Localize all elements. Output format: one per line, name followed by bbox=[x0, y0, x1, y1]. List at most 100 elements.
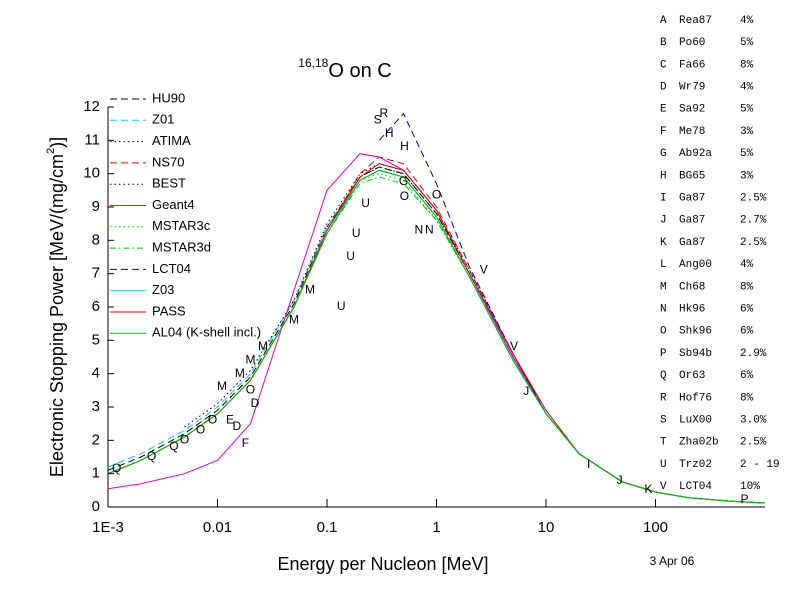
series-line bbox=[378, 112, 656, 493]
data-point: H bbox=[400, 139, 409, 153]
y-tick-label: 4 bbox=[92, 365, 100, 382]
data-point: O bbox=[208, 413, 217, 427]
data-point: Q bbox=[147, 449, 156, 463]
reference-name: Trz02 bbox=[679, 459, 712, 471]
reference-name: Zha02b bbox=[679, 437, 719, 449]
y-tick-label: 0 bbox=[92, 498, 100, 515]
legend-label: MSTAR3d bbox=[152, 240, 211, 255]
reference-name: Rea87 bbox=[679, 15, 712, 27]
y-tick-label: 12 bbox=[83, 98, 100, 115]
reference-letter: B bbox=[660, 37, 667, 49]
reference-error: 2.5% bbox=[740, 237, 767, 249]
reference-letter: N bbox=[660, 304, 667, 316]
reference-error: 10% bbox=[740, 481, 760, 493]
data-point: M bbox=[258, 339, 268, 353]
reference-name: Sa92 bbox=[679, 104, 705, 116]
reference-error: 8% bbox=[740, 281, 754, 293]
reference-letter: E bbox=[660, 104, 667, 116]
reference-error: 3% bbox=[740, 170, 754, 182]
data-point: U bbox=[337, 299, 346, 313]
data-point: J bbox=[523, 384, 529, 398]
y-label-end: )] bbox=[47, 137, 67, 148]
data-point: S bbox=[374, 113, 382, 127]
legend-label: LCT04 bbox=[152, 261, 191, 276]
legend-label: PASS bbox=[152, 303, 186, 318]
legend-label: NS70 bbox=[152, 154, 185, 169]
data-point: N bbox=[415, 223, 424, 237]
reference-letter: I bbox=[660, 193, 667, 205]
reference-name: Wr79 bbox=[679, 82, 705, 94]
reference-letter: J bbox=[660, 215, 667, 227]
reference-name: Ga87 bbox=[679, 215, 705, 227]
reference-letter: V bbox=[660, 481, 667, 493]
y-tick-label: 1 bbox=[92, 465, 100, 482]
data-point: M bbox=[235, 366, 245, 380]
x-tick-label: 0.1 bbox=[317, 519, 338, 536]
data-point: K bbox=[644, 482, 652, 496]
reference-error: 5% bbox=[740, 37, 754, 49]
reference-letter: C bbox=[660, 59, 667, 71]
reference-error: 4% bbox=[740, 15, 754, 27]
reference-letter: A bbox=[660, 15, 667, 27]
reference-error: 5% bbox=[740, 104, 754, 116]
chart-title: 16,18O on C bbox=[298, 56, 391, 82]
reference-error: 2.5% bbox=[740, 437, 767, 449]
reference-name: Me78 bbox=[679, 126, 705, 138]
data-point: Q bbox=[169, 439, 178, 453]
reference-error: 6% bbox=[740, 370, 754, 382]
reference-name: Sb94b bbox=[679, 348, 712, 360]
legend-label: ATIMA bbox=[152, 133, 191, 148]
data-point: M bbox=[217, 379, 227, 393]
x-tick-label: 100 bbox=[643, 519, 668, 536]
reference-letter: S bbox=[660, 415, 667, 427]
reference-letter: G bbox=[660, 148, 667, 160]
y-label-superscript: 2 bbox=[45, 148, 57, 154]
x-tick-label: 0.01 bbox=[203, 519, 232, 536]
reference-letter: D bbox=[660, 82, 667, 94]
y-tick-label: 2 bbox=[92, 431, 100, 448]
data-point: U bbox=[352, 226, 361, 240]
reference-name: BG65 bbox=[679, 170, 705, 182]
reference-name: Ga87 bbox=[679, 193, 705, 205]
data-point: P bbox=[741, 492, 749, 506]
reference-letter: U bbox=[660, 459, 667, 471]
y-tick-label: 8 bbox=[92, 231, 100, 248]
data-point: M bbox=[245, 353, 255, 367]
reference-name: Ang00 bbox=[679, 259, 712, 271]
reference-name: Shk96 bbox=[679, 326, 712, 338]
legend-label: BEST bbox=[152, 176, 186, 191]
title-text: O on C bbox=[328, 60, 391, 82]
y-tick-label: 3 bbox=[92, 398, 100, 415]
y-tick-label: 9 bbox=[92, 198, 100, 215]
reference-error: 4% bbox=[740, 82, 754, 94]
date-label: 3 Apr 06 bbox=[650, 554, 695, 568]
data-point: O bbox=[180, 433, 189, 447]
reference-letter: K bbox=[660, 237, 667, 249]
data-point: O bbox=[196, 423, 205, 437]
reference-name: LuX00 bbox=[679, 415, 712, 427]
data-point: O bbox=[432, 188, 441, 202]
legend-label: HU90 bbox=[152, 90, 185, 105]
data-point: H bbox=[385, 126, 394, 140]
legend-label: AL04 (K-shell incl.) bbox=[152, 325, 261, 340]
reference-name: Hof76 bbox=[679, 392, 712, 404]
reference-name: Ga87 bbox=[679, 237, 705, 249]
legend-label: Z01 bbox=[152, 112, 174, 127]
reference-error: 8% bbox=[740, 392, 754, 404]
x-tick-label: 10 bbox=[538, 519, 555, 536]
reference-name: Po60 bbox=[679, 37, 705, 49]
x-axis-label: Energy per Nucleon [MeV] bbox=[277, 554, 488, 574]
y-tick-label: 5 bbox=[92, 331, 100, 348]
data-point: O bbox=[246, 383, 255, 397]
y-tick-label: 10 bbox=[83, 165, 100, 182]
reference-error: 5% bbox=[740, 148, 754, 160]
reference-name: Ab92a bbox=[679, 148, 712, 160]
data-point: U bbox=[346, 249, 355, 263]
title-superscript: 16,18 bbox=[298, 56, 328, 70]
data-point: V bbox=[510, 339, 518, 353]
y-axis-label: Electronic Stopping Power [MeV/(mg/cm2)] bbox=[45, 137, 67, 477]
legend-label: Geant4 bbox=[152, 197, 195, 212]
series-line bbox=[107, 176, 766, 504]
